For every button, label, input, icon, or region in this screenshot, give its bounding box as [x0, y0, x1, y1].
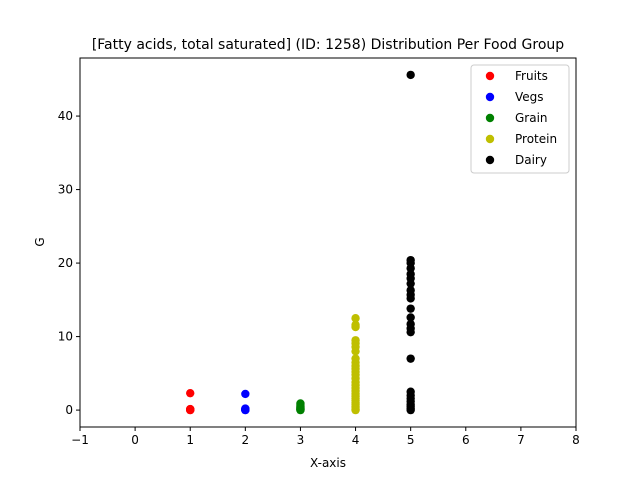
x-tick-label: 0: [131, 433, 139, 447]
data-point: [351, 314, 360, 323]
x-tick-label: 2: [242, 433, 250, 447]
y-tick-label: 10: [58, 330, 73, 344]
legend-label: Protein: [515, 132, 557, 146]
y-axis-label: G: [33, 237, 47, 246]
x-axis: −1 0 1 2 3 4 5 6 7 8: [71, 427, 580, 447]
x-tick-label: 6: [462, 433, 470, 447]
data-point: [406, 319, 415, 329]
y-tick-label: 20: [58, 256, 73, 270]
legend-label: Vegs: [515, 90, 544, 104]
y-tick-label: 0: [65, 403, 73, 417]
x-tick-label: 7: [517, 433, 525, 447]
plot-frame: [79, 57, 577, 428]
data-point: [406, 255, 415, 265]
data-point: [186, 388, 195, 398]
chart-title: [Fatty acids, total saturated] (ID: 1258…: [92, 37, 564, 53]
data-point: [406, 70, 415, 80]
data-point: [406, 304, 415, 313]
data-point: [186, 404, 195, 414]
data-point: [351, 336, 360, 345]
data-point: [351, 320, 360, 330]
data-point: [406, 313, 415, 322]
legend: Fruits Vegs Grain Protein Dairy: [470, 64, 570, 174]
data-point: [406, 286, 415, 295]
legend-label: Grain: [515, 111, 548, 125]
data-point: [406, 269, 415, 279]
x-tick-label: 8: [572, 433, 580, 447]
legend-marker: [485, 134, 495, 144]
legend-frame: [470, 64, 570, 174]
data-point: [241, 404, 250, 413]
y-tick-label: 30: [58, 183, 73, 197]
legend-label: Fruits: [515, 69, 548, 83]
data-point: [241, 389, 250, 399]
legend-marker: [485, 71, 495, 81]
x-tick-label: 4: [352, 433, 360, 447]
data-marks: [186, 70, 415, 415]
legend-marker: [485, 113, 495, 123]
data-point: [296, 399, 305, 408]
x-tick-label: 5: [407, 433, 415, 447]
legend-marker: [485, 92, 495, 102]
legend-marker: [485, 155, 495, 165]
y-axis: 0 10 20 30 40: [58, 109, 80, 417]
data-point: [406, 354, 415, 363]
x-axis-label: X-axis: [310, 456, 346, 470]
x-tick-label: 3: [297, 433, 305, 447]
x-tick-label: 1: [186, 433, 194, 447]
legend-label: Dairy: [515, 153, 547, 167]
y-tick-label: 40: [58, 109, 73, 123]
data-point: [406, 387, 415, 396]
x-tick-label: −1: [71, 433, 89, 447]
data-point: [351, 354, 360, 363]
